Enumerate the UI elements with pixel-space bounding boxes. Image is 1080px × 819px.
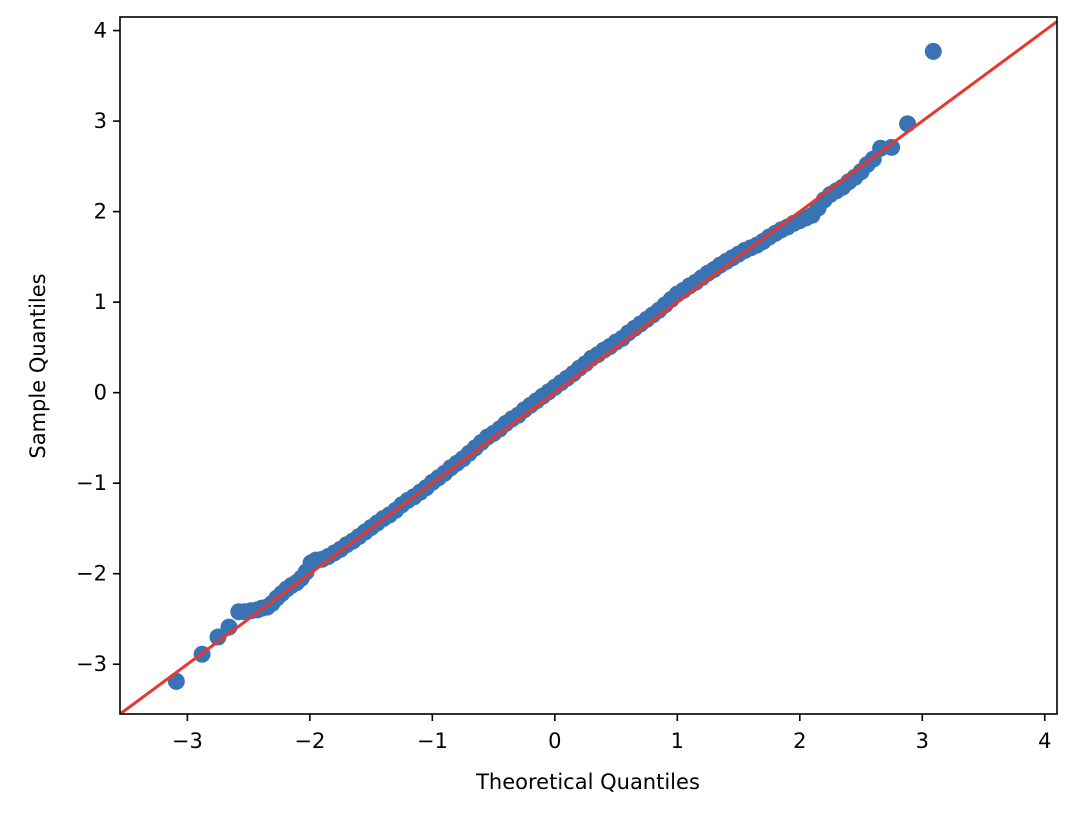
- x-tick-label: −1: [417, 729, 448, 753]
- x-tick-label: 0: [548, 729, 561, 753]
- y-tick-label: −2: [76, 562, 107, 586]
- x-tick-label: 3: [916, 729, 929, 753]
- y-tick-label: 0: [94, 381, 107, 405]
- x-tick-label: −2: [294, 729, 325, 753]
- data-point: [209, 628, 227, 646]
- x-axis-title: Theoretical Quantiles: [475, 770, 700, 794]
- y-tick-label: −1: [76, 471, 107, 495]
- plot-frame: [119, 16, 1058, 715]
- y-axis-title: Sample Quantiles: [26, 273, 50, 458]
- x-tick-label: 2: [793, 729, 806, 753]
- data-point: [924, 42, 942, 60]
- y-tick-label: 2: [94, 200, 107, 224]
- reference-line-layer: [120, 20, 1057, 714]
- data-point: [899, 115, 917, 133]
- x-tick-label: −3: [172, 729, 203, 753]
- reference-line: [120, 20, 1057, 714]
- y-tick-label: −3: [76, 652, 107, 676]
- y-axis: −3 −2 −1 0 1 2 3 4: [76, 19, 120, 676]
- y-tick-label: 3: [94, 109, 107, 133]
- x-tick-label: 1: [671, 729, 684, 753]
- y-tick-label: 4: [94, 19, 107, 43]
- x-axis: −3 −2 −1 0 1 2 3 4: [172, 714, 1051, 753]
- data-point: [883, 138, 901, 156]
- x-tick-label: 4: [1038, 729, 1051, 753]
- y-tick-label: 1: [94, 290, 107, 314]
